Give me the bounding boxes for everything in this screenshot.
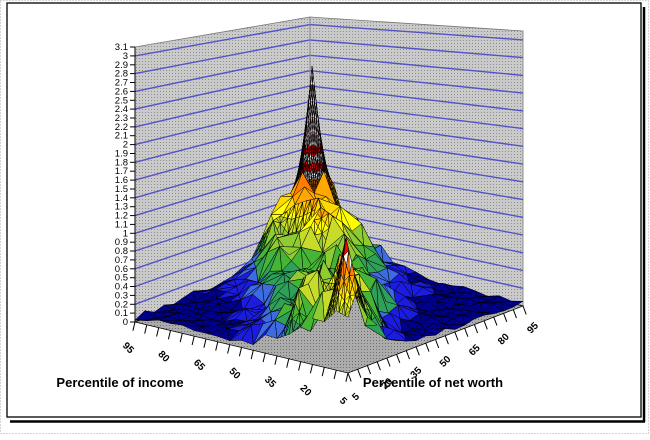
value-axis-tick-label: 0.9 bbox=[115, 237, 128, 248]
value-axis-tick-label: 2 bbox=[123, 140, 128, 151]
value-axis-tick-label: 1.7 bbox=[115, 166, 128, 177]
value-axis-tick-label: 1.5 bbox=[115, 184, 128, 195]
value-axis-tick-label: 2.8 bbox=[115, 69, 128, 80]
value-axis-tick-label: 2.3 bbox=[115, 113, 128, 124]
value-axis-tick-label: 2.5 bbox=[115, 95, 128, 106]
value-axis-tick-label: 1.2 bbox=[115, 211, 128, 222]
value-axis-tick-label: 0 bbox=[123, 317, 128, 328]
value-axis-tick-label: 2.9 bbox=[115, 60, 128, 71]
value-axis-tick-label: 2.1 bbox=[115, 131, 128, 142]
value-axis-tick-label: 2.6 bbox=[115, 86, 128, 97]
surface-mesh bbox=[134, 66, 524, 345]
value-axis-tick-label: 1.1 bbox=[115, 219, 128, 230]
value-axis-tick-label: 1.9 bbox=[115, 149, 128, 160]
value-axis-tick-label: 0.8 bbox=[115, 246, 128, 257]
value-axis-tick-label: 2.7 bbox=[115, 78, 128, 89]
value-axis-tick-label: 0.3 bbox=[115, 290, 128, 301]
value-axis-tick-label: 1.8 bbox=[115, 157, 128, 168]
value-axis-tick-label: 3.1 bbox=[115, 42, 128, 53]
value-axis-tick-label: 0.6 bbox=[115, 264, 128, 275]
value-axis-tick-label: 1.4 bbox=[115, 193, 128, 204]
value-axis-tick-label: 0.7 bbox=[115, 255, 128, 266]
value-axis-tick-label: 0.2 bbox=[115, 299, 128, 310]
value-axis-tick-label: 0.4 bbox=[115, 282, 128, 293]
value-axis-tick-label: 1.6 bbox=[115, 175, 128, 186]
value-axis-tick-label: 2.4 bbox=[115, 104, 128, 115]
value-axis-tick-label: 0.1 bbox=[115, 308, 128, 319]
value-axis-tick-label: 1 bbox=[123, 228, 128, 239]
value-axis-tick-label: 2.2 bbox=[115, 122, 128, 133]
value-axis: 3.132.92.82.72.62.52.42.32.22.121.91.81.… bbox=[115, 42, 136, 328]
value-axis-tick-label: 0.5 bbox=[115, 273, 128, 284]
value-axis-tick-label: 1.3 bbox=[115, 202, 128, 213]
value-axis-tick-label: 3 bbox=[123, 51, 128, 62]
